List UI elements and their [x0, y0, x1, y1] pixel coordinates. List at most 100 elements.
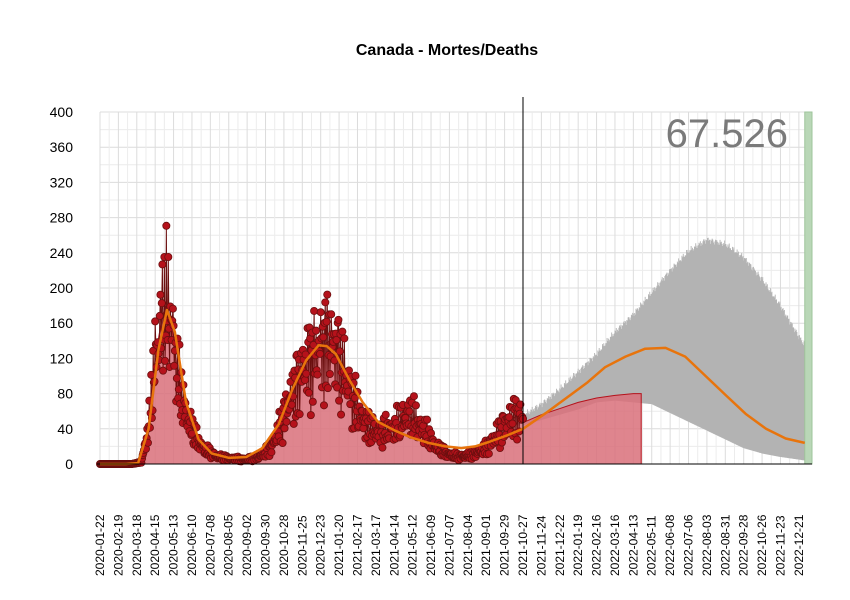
x-tick-label: 2021-01-20 — [332, 514, 346, 576]
daily-point — [267, 448, 276, 457]
daily-point — [323, 384, 332, 393]
daily-point — [282, 417, 291, 426]
daily-point — [304, 388, 313, 397]
daily-point — [513, 435, 522, 444]
daily-point — [337, 410, 346, 419]
x-tick-label: 2021-06-09 — [424, 514, 438, 576]
x-tick-label: 2022-08-31 — [718, 514, 732, 576]
daily-point — [411, 401, 420, 410]
daily-point — [313, 370, 322, 379]
daily-point — [159, 366, 168, 375]
daily-point — [359, 424, 368, 433]
daily-point — [300, 376, 309, 385]
daily-point — [278, 438, 287, 447]
x-tick-label: 2020-07-08 — [203, 514, 217, 576]
trend-curve — [100, 308, 806, 466]
daily-point — [287, 400, 296, 409]
daily-point — [289, 419, 298, 428]
x-tick-label: 2021-09-29 — [498, 514, 512, 576]
y-tick-label: 280 — [50, 210, 74, 226]
trend-line — [100, 308, 806, 466]
x-axis-ticks: 2020-01-22 2020-02-19 2020-03-18 2020-04-15… — [93, 514, 806, 576]
x-tick-label: 2021-05-12 — [406, 514, 420, 576]
x-tick-label: 2020-06-10 — [185, 514, 199, 576]
daily-point — [322, 317, 331, 326]
daily-point — [155, 311, 164, 320]
y-tick-label: 160 — [50, 315, 74, 331]
daily-point — [508, 419, 517, 428]
y-tick-label: 360 — [50, 139, 74, 155]
y-tick-label: 240 — [50, 245, 74, 261]
daily-point — [280, 424, 289, 433]
x-tick-label: 2021-04-14 — [387, 514, 401, 576]
daily-point — [168, 304, 177, 313]
daily-point — [158, 260, 167, 269]
daily-point — [308, 397, 317, 406]
x-tick-label: 2021-11-24 — [534, 515, 548, 576]
daily-point — [306, 411, 315, 420]
y-tick-label: 400 — [50, 104, 74, 120]
daily-point — [516, 400, 525, 409]
x-tick-label: 2020-08-05 — [222, 514, 236, 576]
x-tick-label: 2022-03-16 — [608, 514, 622, 576]
daily-point — [335, 347, 344, 356]
highlight-rect — [804, 111, 813, 465]
daily-point — [310, 306, 319, 315]
daily-point — [319, 333, 328, 342]
y-tick-label: 200 — [50, 280, 74, 296]
daily-point — [351, 371, 360, 380]
x-tick-label: 2022-04-13 — [626, 514, 640, 576]
y-tick-label: 80 — [57, 386, 73, 402]
x-tick-label: 2020-01-22 — [93, 514, 107, 576]
y-axis-ticks: 0 40 80 120 160 200 240 280 320 360 400 — [50, 104, 74, 472]
daily-point — [340, 334, 349, 343]
x-tick-label: 2022-01-19 — [571, 514, 585, 576]
axes — [97, 97, 812, 465]
y-tick-label: 120 — [50, 350, 74, 366]
x-tick-label: 2022-08-03 — [700, 514, 714, 576]
daily-point — [151, 317, 160, 326]
total-deaths-annotation: 67.526 — [666, 112, 788, 156]
daily-point — [312, 326, 321, 335]
daily-point — [316, 308, 325, 317]
daily-point — [161, 356, 170, 365]
x-tick-label: 2020-10-28 — [277, 514, 291, 576]
x-tick-label: 2020-09-02 — [240, 514, 254, 576]
daily-point — [346, 400, 355, 409]
x-tick-label: 2022-09-28 — [737, 514, 751, 576]
daily-point — [335, 396, 344, 405]
daily-point — [409, 392, 418, 401]
x-tick-label: 2022-06-08 — [663, 514, 677, 576]
daily-point — [156, 290, 165, 299]
x-tick-label: 2021-08-04 — [461, 514, 475, 576]
daily-point — [302, 369, 311, 378]
x-tick-label: 2021-10-27 — [516, 514, 530, 576]
daily-point — [164, 252, 173, 261]
daily-point — [338, 327, 347, 336]
daily-point — [172, 374, 181, 383]
x-tick-label: 2020-11-25 — [295, 515, 309, 576]
daily-point — [309, 340, 318, 349]
y-tick-label: 0 — [65, 456, 73, 472]
x-tick-label: 2021-02-17 — [350, 514, 364, 576]
x-tick-label: 2020-02-19 — [111, 514, 125, 576]
x-tick-label: 2020-05-13 — [167, 514, 181, 576]
daily-point — [332, 336, 341, 345]
daily-point — [423, 415, 432, 424]
y-tick-label: 320 — [50, 174, 74, 190]
x-tick-label: 2022-07-06 — [682, 514, 696, 576]
x-tick-label: 2022-12-21 — [792, 514, 806, 576]
daily-point — [295, 410, 304, 419]
daily-point — [319, 401, 328, 410]
x-tick-label: 2020-04-15 — [148, 514, 162, 576]
daily-point — [170, 361, 179, 370]
x-tick-label: 2021-12-22 — [553, 514, 567, 576]
x-tick-label: 2022-10-26 — [755, 514, 769, 576]
daily-point — [405, 407, 414, 416]
daily-point — [327, 310, 336, 319]
highlight-region — [804, 111, 813, 465]
x-tick-label: 2022-02-16 — [590, 514, 604, 576]
daily-point — [321, 298, 330, 307]
x-tick-label: 2020-12-23 — [314, 514, 328, 576]
